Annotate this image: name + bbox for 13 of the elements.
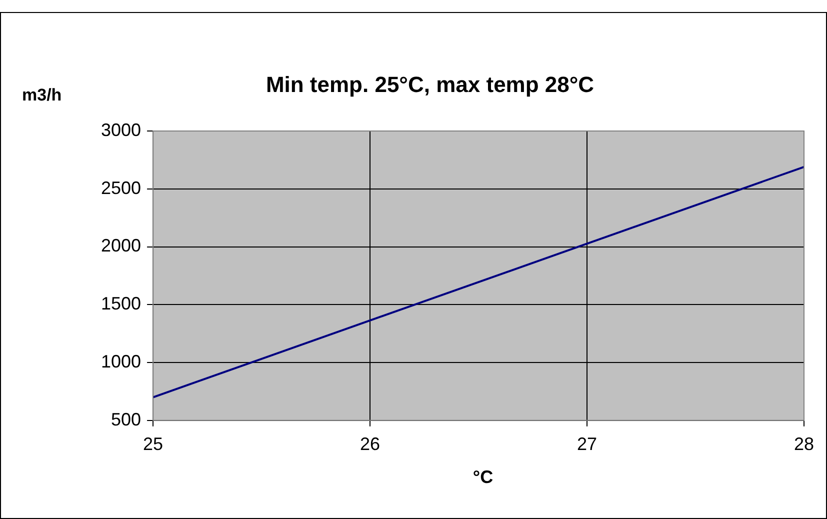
x-tick-label: 25 bbox=[143, 434, 164, 454]
y-tick-label: 500 bbox=[110, 409, 142, 430]
x-tick-label: 26 bbox=[360, 434, 380, 454]
y-axis-title: m3/h bbox=[22, 86, 62, 105]
chart-title: Min temp. 25°C, max temp 28°C bbox=[266, 72, 594, 98]
x-axis-title: °C bbox=[472, 466, 494, 487]
x-tick-label: 28 bbox=[794, 434, 814, 454]
x-tick-label: 27 bbox=[577, 434, 598, 454]
y-tick-label: 2500 bbox=[100, 178, 142, 198]
y-tick-label: 1000 bbox=[100, 351, 142, 372]
y-tick-label: 2000 bbox=[100, 236, 142, 256]
y-tick-label: 1500 bbox=[100, 294, 142, 314]
y-tick-label: 3000 bbox=[100, 120, 142, 140]
